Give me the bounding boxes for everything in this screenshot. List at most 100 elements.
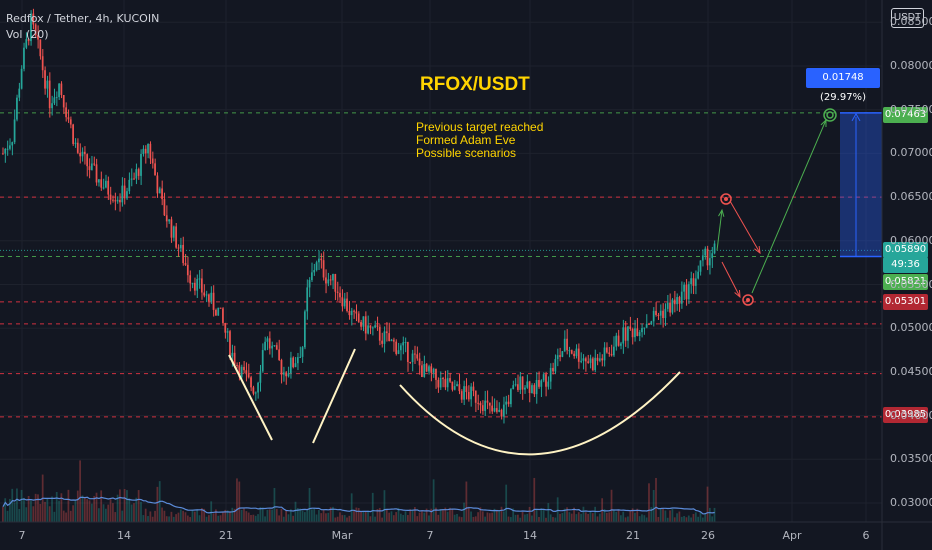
candle-body	[502, 404, 505, 417]
volume-bar	[414, 507, 416, 522]
volume-bar	[512, 508, 515, 522]
candle-body	[16, 97, 18, 120]
candle-body	[662, 310, 664, 319]
candle-body	[458, 384, 461, 392]
target-marker-final	[823, 108, 837, 122]
candle-body	[109, 194, 112, 200]
volume-bar	[44, 501, 46, 522]
volume-bar	[55, 491, 58, 522]
candle-body	[559, 355, 561, 357]
volume-bar	[133, 503, 135, 522]
volume-header: Vol (20)	[6, 28, 49, 41]
volume-bar	[350, 493, 353, 522]
candle-body	[676, 297, 678, 305]
volume-bar	[465, 481, 468, 522]
candle-body	[210, 292, 213, 302]
candle-body	[584, 358, 587, 362]
volume-bar	[517, 514, 519, 522]
candle-body	[184, 263, 187, 265]
volume-bar	[425, 508, 428, 522]
candle-body	[685, 284, 688, 300]
volume-bar	[371, 492, 374, 522]
volume-bar	[708, 507, 711, 522]
volume-bar	[432, 479, 435, 522]
candle-body	[554, 359, 557, 372]
volume-bar	[406, 515, 409, 522]
volume-bar	[683, 516, 685, 522]
candle-body	[200, 278, 203, 293]
volume-bar	[362, 511, 365, 522]
measure-label: 0.01748 (29.97%)	[806, 68, 880, 103]
candle-body	[624, 327, 627, 341]
volume-bar	[423, 512, 426, 522]
candle-body	[334, 274, 337, 292]
candle-body	[236, 365, 238, 367]
candle-body	[641, 328, 643, 333]
candle-body	[252, 387, 255, 394]
candle-body	[311, 272, 313, 281]
annotation-title: RFOX/USDT	[420, 74, 530, 95]
volume-bar	[184, 512, 187, 522]
candle-body	[385, 331, 388, 334]
volume-bar	[364, 512, 367, 522]
target-marker-final-inner	[826, 111, 834, 119]
candle-body	[341, 297, 344, 307]
price-tag-red-level: 0.05301	[883, 294, 928, 310]
candle-body	[299, 356, 302, 358]
volume-bar	[711, 516, 714, 522]
price-tag-countdown: 49:36	[883, 257, 928, 273]
volume-bar	[250, 514, 252, 522]
symbol-header: Redfox / Tether, 4h, KUCOIN	[6, 12, 160, 25]
candle-body	[142, 148, 145, 154]
candle-body	[643, 327, 646, 329]
volume-bar	[34, 493, 37, 522]
candle-body	[589, 358, 592, 363]
target-marker-down-dot	[746, 298, 750, 302]
candle-body	[97, 179, 100, 183]
volume-bar	[540, 508, 543, 522]
volume-bar	[603, 509, 606, 522]
volume-bar	[383, 490, 386, 522]
candle-body	[90, 163, 93, 171]
price-tag-current: 0.05890	[883, 242, 928, 258]
candle-body	[683, 284, 685, 292]
candle-body	[612, 346, 615, 356]
volume-bar	[627, 516, 629, 522]
volume-bar	[151, 516, 154, 522]
candle-body	[603, 347, 606, 361]
eve-curve	[399, 371, 681, 456]
volume-bar	[706, 486, 709, 522]
volume-bar	[376, 508, 379, 522]
candle-body	[388, 333, 391, 342]
volume-bar	[547, 503, 550, 522]
volume-bar	[32, 506, 35, 522]
volume-bar	[37, 494, 39, 522]
volume-bar	[105, 508, 107, 522]
volume-bar	[200, 508, 203, 522]
currency-button[interactable]: USDT	[891, 8, 924, 28]
volume-bar	[502, 511, 505, 522]
candle-body	[287, 373, 290, 377]
volume-bar	[261, 507, 264, 522]
volume-bar	[687, 515, 690, 522]
candle-body	[6, 148, 9, 150]
candle-body	[285, 372, 287, 377]
candle-body	[2, 153, 4, 155]
candle-body	[509, 389, 512, 405]
volume-bar	[102, 504, 105, 522]
target-marker-down	[742, 294, 754, 306]
volume-bar	[217, 515, 220, 522]
volume-bar	[477, 512, 479, 522]
x-tick-label: 21	[219, 529, 233, 542]
volume-bar	[48, 506, 51, 522]
candle-body	[357, 313, 360, 322]
candle-body	[261, 350, 264, 372]
candle-body	[484, 400, 486, 411]
volume-bar	[486, 512, 489, 522]
candle-body	[229, 331, 231, 357]
target-marker-up-dot	[724, 197, 728, 201]
candle-body	[254, 392, 257, 394]
volume-bar	[552, 517, 554, 522]
candle-body	[402, 342, 405, 346]
